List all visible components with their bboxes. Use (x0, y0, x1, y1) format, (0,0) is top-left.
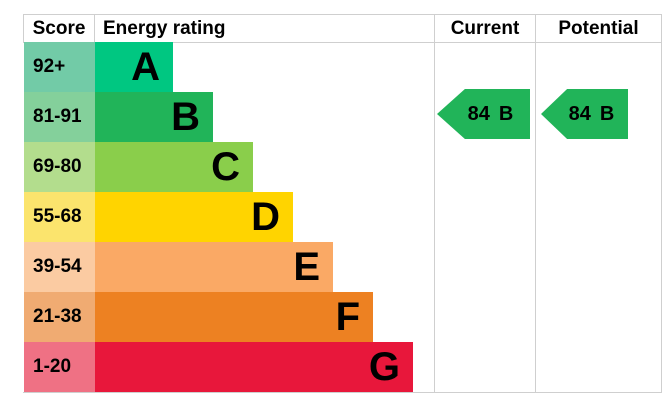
score-range-d: 55-68 (24, 192, 95, 242)
score-range-g: 1-20 (24, 342, 95, 392)
current-rating-score: 84 (467, 102, 490, 125)
potential-rating-score: 84 (568, 102, 591, 125)
band-row-g: 1-20 G (24, 342, 662, 392)
table-header-row: Score Energy rating Current Potential (23, 14, 662, 43)
band-bar-a: A (95, 42, 173, 92)
score-range-a: 92+ (24, 42, 95, 92)
band-row-d: 55-68 D (24, 192, 662, 242)
band-bar-g: G (95, 342, 413, 392)
band-bar-b: B (95, 92, 213, 142)
band-row-a: 92+ A (24, 42, 662, 92)
score-column-header: Score (23, 14, 95, 43)
potential-rating-band: B (599, 102, 615, 125)
potential-column-divider (535, 42, 536, 392)
band-bar-c: C (95, 142, 253, 192)
band-row-b: 81-91 B (24, 92, 662, 142)
score-range-b: 81-91 (24, 92, 95, 142)
band-bar-e: E (95, 242, 333, 292)
band-row-f: 21-38 F (24, 292, 662, 342)
band-bar-f: F (95, 292, 373, 342)
potential-column-header: Potential (535, 14, 662, 43)
band-row-e: 39-54 E (24, 242, 662, 292)
score-range-e: 39-54 (24, 242, 95, 292)
table-bottom-border (23, 392, 662, 393)
table-right-border (661, 42, 662, 392)
energy-rating-column-header: Energy rating (95, 14, 434, 43)
current-rating-band: B (498, 102, 514, 125)
score-range-f: 21-38 (24, 292, 95, 342)
score-range-c: 69-80 (24, 142, 95, 192)
rating-bands: 92+ A 81-91 B 69-80 C 55-68 D 39-54 E 21… (24, 42, 662, 392)
current-column-header: Current (434, 14, 535, 43)
band-row-c: 69-80 C (24, 142, 662, 192)
band-bar-d: D (95, 192, 293, 242)
current-column-divider (434, 42, 435, 392)
